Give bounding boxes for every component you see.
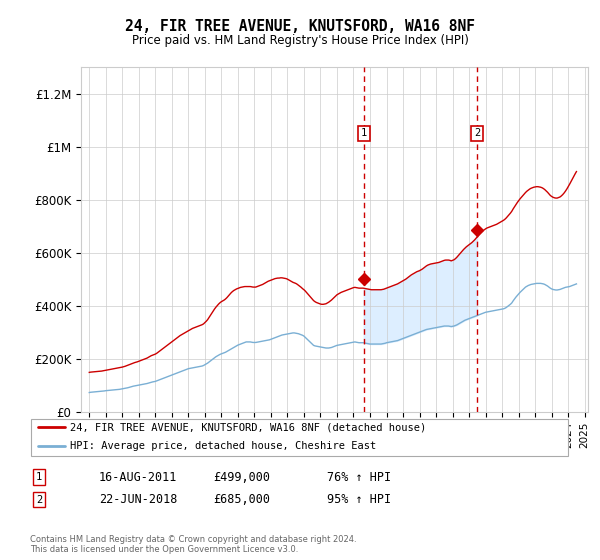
Text: 2: 2 bbox=[36, 494, 42, 505]
Text: 24, FIR TREE AVENUE, KNUTSFORD, WA16 8NF: 24, FIR TREE AVENUE, KNUTSFORD, WA16 8NF bbox=[125, 20, 475, 34]
Text: 22-JUN-2018: 22-JUN-2018 bbox=[99, 493, 178, 506]
Text: 16-AUG-2011: 16-AUG-2011 bbox=[99, 470, 178, 484]
Text: £685,000: £685,000 bbox=[213, 493, 270, 506]
Text: £499,000: £499,000 bbox=[213, 470, 270, 484]
Text: 24, FIR TREE AVENUE, KNUTSFORD, WA16 8NF (detached house): 24, FIR TREE AVENUE, KNUTSFORD, WA16 8NF… bbox=[71, 422, 427, 432]
Text: 2: 2 bbox=[474, 128, 480, 138]
Text: HPI: Average price, detached house, Cheshire East: HPI: Average price, detached house, Ches… bbox=[71, 441, 377, 451]
Text: Contains HM Land Registry data © Crown copyright and database right 2024.
This d: Contains HM Land Registry data © Crown c… bbox=[30, 535, 356, 554]
Text: 1: 1 bbox=[361, 128, 367, 138]
Text: 1: 1 bbox=[36, 472, 42, 482]
Text: 95% ↑ HPI: 95% ↑ HPI bbox=[327, 493, 391, 506]
Text: 76% ↑ HPI: 76% ↑ HPI bbox=[327, 470, 391, 484]
Text: Price paid vs. HM Land Registry's House Price Index (HPI): Price paid vs. HM Land Registry's House … bbox=[131, 34, 469, 47]
FancyBboxPatch shape bbox=[31, 419, 568, 456]
